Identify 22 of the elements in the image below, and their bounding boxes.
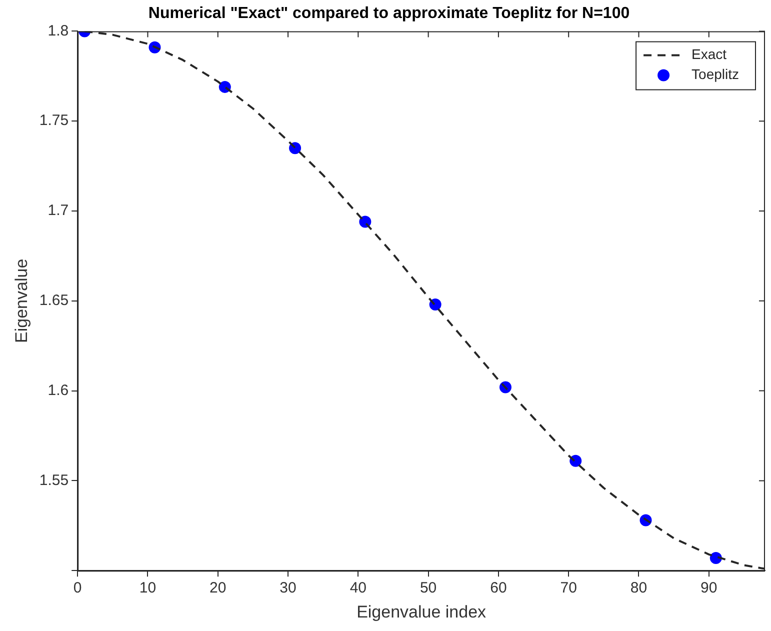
y-tick-label: 1.8: [48, 22, 69, 40]
x-tick-label: 80: [630, 580, 648, 597]
y-tick-label: 1.55: [39, 472, 69, 489]
legend-label: Exact: [692, 46, 727, 62]
x-axis-title: Eigenvalue index: [356, 602, 487, 622]
x-tick-label: 0: [73, 580, 82, 597]
y-tick-label: 1.7: [48, 202, 69, 220]
x-tick-label: 50: [420, 580, 437, 597]
x-tick-label: 60: [490, 580, 507, 597]
y-tick-label: 1.6: [48, 382, 69, 399]
chart-title: Numerical "Exact" compared to approximate Toeplitz for N=100: [148, 5, 630, 22]
y-tick-label: 1.65: [39, 292, 69, 310]
y-tick-label: 1.75: [39, 112, 69, 130]
x-tick-label: 10: [139, 580, 156, 597]
y-axis-title: Eigenvalue: [12, 258, 31, 343]
x-tick-label: 30: [280, 580, 296, 597]
point: [710, 552, 722, 564]
legend-label: Toeplitz: [692, 66, 739, 82]
x-tick-label: 70: [560, 580, 577, 597]
x-tick-label: 90: [700, 580, 718, 597]
x-tick-label: 40: [350, 580, 367, 597]
x-tick-label: 20: [210, 580, 226, 597]
